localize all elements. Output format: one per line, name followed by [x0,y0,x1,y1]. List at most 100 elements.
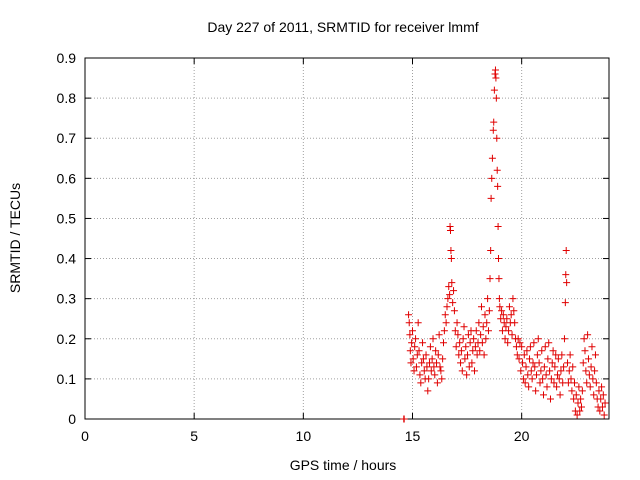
data-point [513,351,521,359]
data-point [407,359,415,367]
data-point [599,391,607,399]
data-point [503,315,511,323]
data-point [540,363,548,371]
data-point [505,327,513,335]
data-point [601,399,609,407]
data-point [447,247,455,255]
data-point [589,375,597,383]
y-tick-label: 0.8 [57,90,77,106]
data-point [487,194,495,202]
data-point [477,331,485,339]
data-point [520,351,528,359]
data-point [433,379,441,387]
data-point [447,255,455,263]
y-axis-label: SRMTID / TECUs [7,183,23,293]
data-point [523,347,531,355]
data-point [537,367,545,375]
data-point [501,335,509,343]
data-point [576,407,584,415]
data-point [412,363,420,371]
data-point [502,323,510,331]
data-point [561,299,569,307]
data-point [493,134,501,142]
data-point [577,395,585,403]
data-point [418,359,426,367]
data-point [582,367,590,375]
data-point [514,335,522,343]
data-point [411,343,419,351]
data-point [461,355,469,363]
data-point [554,355,562,363]
data-point [533,371,541,379]
data-point [539,375,547,383]
data-point [528,375,536,383]
data-point [558,351,566,359]
data-point [534,335,542,343]
data-point [469,347,477,355]
data-point [455,351,463,359]
data-point [517,367,525,375]
x-axis-label: GPS time / hours [290,457,397,473]
data-point [491,66,499,74]
data-point [420,367,428,375]
data-point [547,375,555,383]
data-point [478,339,486,347]
data-point [526,355,534,363]
data-point [426,343,434,351]
data-point [422,351,430,359]
data-point [515,355,523,363]
data-point [499,311,507,319]
data-point [446,291,454,299]
data-point [550,379,558,387]
data-point [500,319,508,327]
data-point [580,335,588,343]
data-point [495,255,503,263]
data-point [451,327,459,335]
data-point [562,247,570,255]
data-point [578,387,586,395]
data-point [494,182,502,190]
data-point [571,379,579,387]
data-point [456,339,464,347]
data-point [457,347,465,355]
data-point [531,363,539,371]
data-point [445,283,453,291]
data-point [556,391,564,399]
data-point [488,154,496,162]
chart-title: Day 227 of 2011, SRMTID for receiver lmm… [207,19,478,35]
data-point [477,303,485,311]
data-point [464,331,472,339]
y-tick-label: 0.3 [57,291,77,307]
y-tick-label: 0.4 [57,251,77,267]
data-point [590,391,598,399]
scatter-points [400,66,609,423]
data-point [575,383,583,391]
data-point [508,331,516,339]
data-point [419,339,427,347]
data-point [543,383,551,391]
x-tick-label: 0 [81,428,89,444]
data-point [579,359,587,367]
data-point [533,351,541,359]
data-point [573,411,581,419]
data-point [581,347,589,355]
data-point [522,363,530,371]
data-point [584,331,592,339]
plot-frame [84,57,610,420]
data-point [529,359,537,367]
data-point [440,339,448,347]
data-point [548,359,556,367]
data-point [462,343,470,351]
data-point [428,355,436,363]
data-point [592,379,600,387]
data-point [495,295,503,303]
data-point [417,379,425,387]
data-point [586,383,594,391]
data-point [424,387,432,395]
data-point [498,307,506,315]
data-point [538,347,546,355]
data-point [496,303,504,311]
data-point [466,339,474,347]
grid-lines [85,58,609,419]
